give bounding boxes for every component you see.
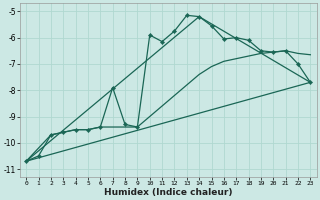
X-axis label: Humidex (Indice chaleur): Humidex (Indice chaleur) <box>104 188 233 197</box>
